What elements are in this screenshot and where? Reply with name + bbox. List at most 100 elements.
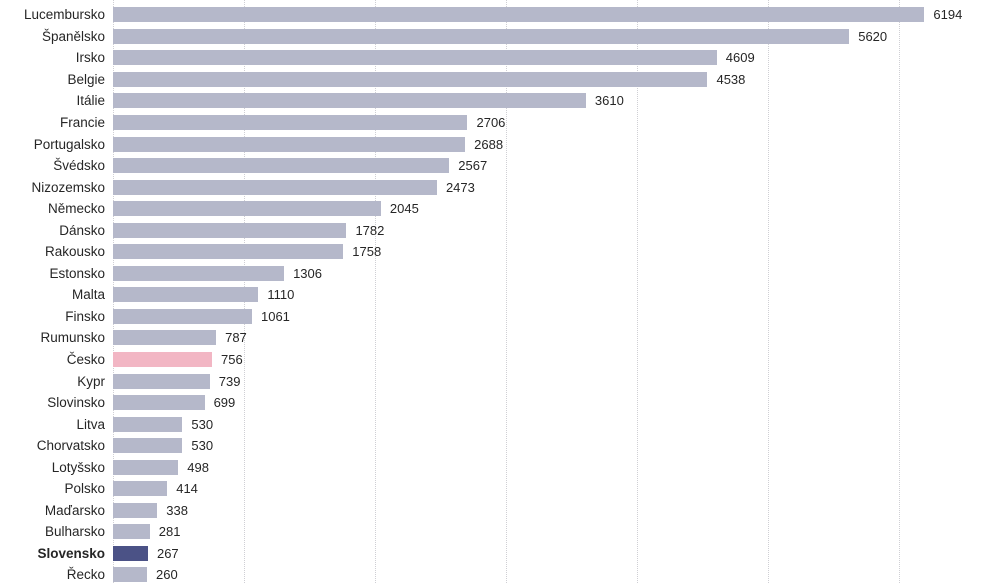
chart-row: Německo 2045 <box>0 198 1000 220</box>
value-label: 756 <box>221 352 243 368</box>
bar-area: 1758 <box>113 241 1000 263</box>
chart-row: Itálie 3610 <box>0 90 1000 112</box>
bar <box>113 244 344 260</box>
category-label: Litva <box>76 416 105 432</box>
category-label: Bulharsko <box>44 524 105 540</box>
value-label: 787 <box>225 330 247 346</box>
category-label: Irsko <box>75 50 105 66</box>
category-label: Slovinsko <box>47 395 105 411</box>
chart-row: Nizozemsko 2473 <box>0 176 1000 198</box>
bar <box>113 7 925 23</box>
category-label: Řecko <box>66 567 105 583</box>
category-label: Německo <box>47 201 105 217</box>
bar-area: 739 <box>113 370 1000 392</box>
value-label: 281 <box>158 524 181 540</box>
category-label: Francie <box>59 115 105 130</box>
bar <box>113 502 158 518</box>
bar-area: 2688 <box>113 133 1000 155</box>
category-label: Itálie <box>76 93 105 109</box>
value-label: 3610 <box>594 93 624 109</box>
chart-row: Finsko 1061 <box>0 306 1000 328</box>
category-label: Lotyšsko <box>51 459 105 475</box>
bar <box>113 158 450 174</box>
bar <box>113 567 148 583</box>
category-label: Polsko <box>64 481 105 497</box>
value-label: 1758 <box>352 244 382 260</box>
bar <box>113 287 259 303</box>
value-label: 699 <box>213 395 236 411</box>
category-label: Španělsko <box>41 28 105 44</box>
bar-area: 756 <box>113 349 1000 371</box>
chart-row: Bulharsko 281 <box>0 521 1000 543</box>
bar-area: 498 <box>113 456 1000 478</box>
value-label: 4609 <box>725 50 755 66</box>
category-label: Rumunsko <box>40 330 105 346</box>
bar <box>113 524 150 540</box>
bar-area: 787 <box>113 327 1000 349</box>
value-label: 6194 <box>933 7 963 23</box>
category-label: Kypr <box>77 373 105 389</box>
chart-row: Francie 2706 <box>0 112 1000 134</box>
bar-area: 3610 <box>113 90 1000 112</box>
bar <box>113 71 708 87</box>
bar <box>113 481 168 497</box>
value-label: 498 <box>187 459 209 475</box>
bar-area: 1061 <box>113 306 1000 328</box>
category-label: Švédsko <box>53 158 105 174</box>
bar <box>113 373 210 389</box>
chart-row: Polsko 414 <box>0 478 1000 500</box>
value-label: 2688 <box>474 136 504 152</box>
bar <box>113 179 437 195</box>
value-label: 530 <box>191 416 214 432</box>
value-label: 2706 <box>476 115 506 130</box>
category-label: Dánsko <box>59 222 105 238</box>
chart-row: Česko 756 <box>0 349 1000 371</box>
category-label: Malta <box>71 287 105 303</box>
bar <box>113 330 217 346</box>
value-label: 1061 <box>260 308 290 324</box>
bar <box>113 416 183 432</box>
chart-row: Rakousko 1758 <box>0 241 1000 263</box>
chart-row: Kypr 739 <box>0 370 1000 392</box>
chart-row: Španělsko 5620 <box>0 26 1000 48</box>
bar-area: 530 <box>113 413 1000 435</box>
category-label: Lucembursko <box>23 7 105 23</box>
category-label: Maďarsko <box>44 502 105 518</box>
category-label: Rakousko <box>44 244 105 260</box>
chart-row: Řecko 260 <box>0 564 1000 586</box>
bar-area: 4538 <box>113 69 1000 91</box>
bar <box>113 93 586 109</box>
value-label: 5620 <box>858 28 888 44</box>
bar <box>113 50 717 66</box>
bar-area: 530 <box>113 435 1000 457</box>
bar-area: 2045 <box>113 198 1000 220</box>
bar <box>113 265 285 281</box>
chart-row: Švédsko 2567 <box>0 155 1000 177</box>
bar <box>113 201 381 217</box>
chart-row: Rumunsko 787 <box>0 327 1000 349</box>
bar-area: 5620 <box>113 26 1000 48</box>
bar <box>113 222 347 238</box>
bar-area: 2473 <box>113 176 1000 198</box>
bar-area: 1306 <box>113 263 1000 285</box>
value-label: 267 <box>156 545 179 561</box>
chart-row: Portugalsko 2688 <box>0 133 1000 155</box>
chart-row: Irsko 4609 <box>0 47 1000 69</box>
chart-row: Slovensko 267 <box>0 543 1000 565</box>
value-label: 739 <box>218 373 241 389</box>
value-label: 530 <box>191 438 214 454</box>
value-label: 2045 <box>389 201 419 217</box>
bar-area: 1110 <box>113 284 1000 306</box>
category-label: Česko <box>66 352 105 368</box>
bar-area: 4609 <box>113 47 1000 69</box>
chart-row: Estonsko 1306 <box>0 263 1000 285</box>
bar-area: 699 <box>113 392 1000 414</box>
bar <box>113 545 148 561</box>
value-label: 414 <box>176 481 198 497</box>
category-label: Finsko <box>65 308 105 324</box>
bar-area: 267 <box>113 543 1000 565</box>
bar <box>113 395 205 411</box>
bar-area: 1782 <box>113 219 1000 241</box>
value-label: 2567 <box>458 158 488 174</box>
